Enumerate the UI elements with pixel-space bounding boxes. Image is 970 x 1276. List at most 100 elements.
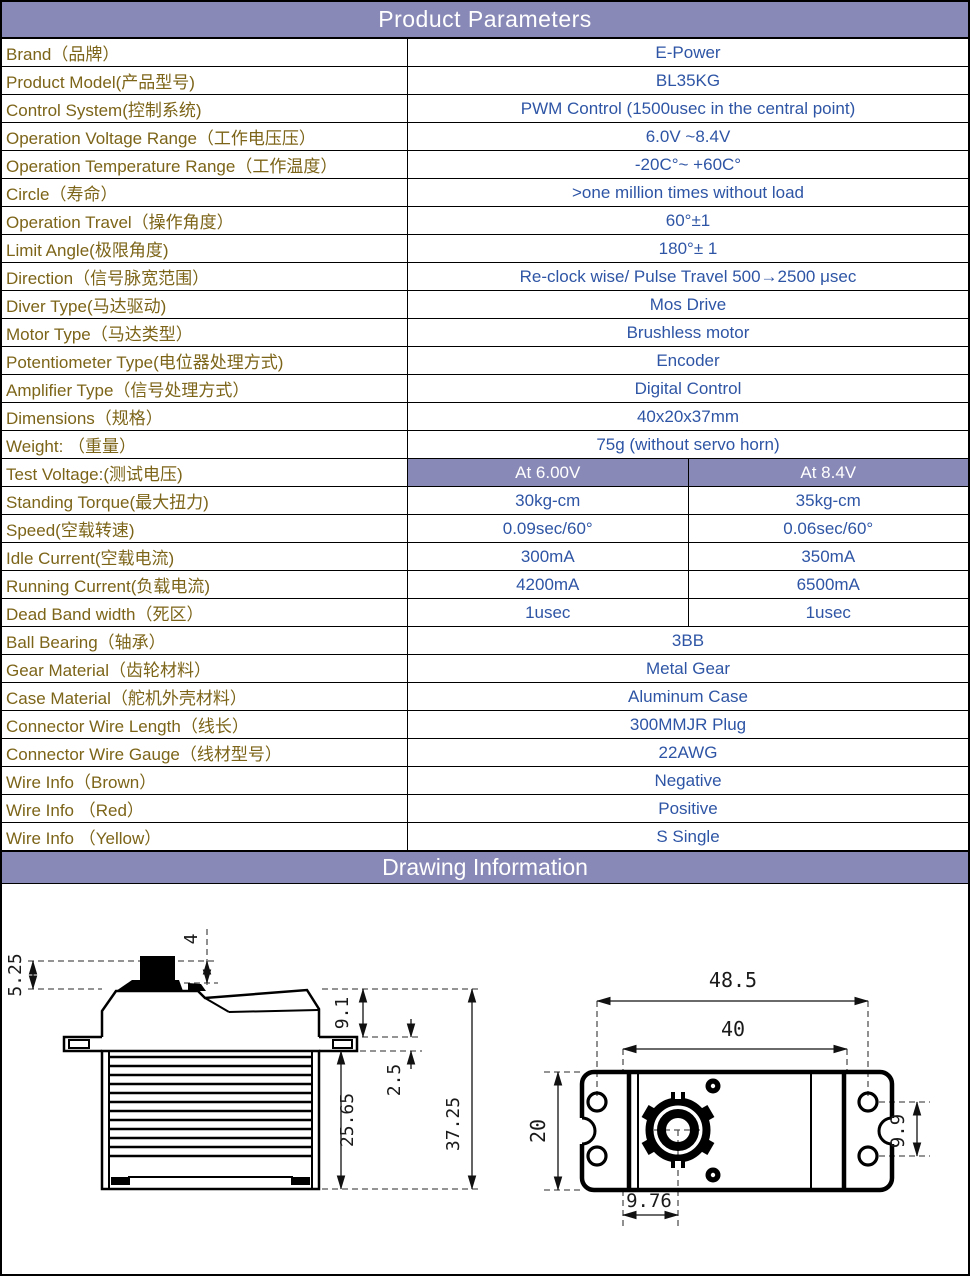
row-value: 30kg-cm: [515, 490, 581, 510]
row-label: Dead Band width（死区）: [2, 599, 408, 626]
test-voltage-column-header: At 8.4V: [687, 459, 968, 486]
table-row: Operation Travel（操作角度） 60°±1: [2, 207, 968, 235]
table-row: Dead Band width（死区） 1usec 1usec: [2, 599, 968, 627]
row-value: Metal Gear: [645, 658, 731, 678]
row-value: 40x20x37mm: [636, 406, 740, 426]
output-spline-gear: [641, 1092, 715, 1168]
row-label: Wire Info （Red）: [2, 795, 408, 822]
dim-body-length: 40: [721, 1017, 745, 1041]
row-label: Limit Angle(极限角度): [2, 235, 408, 262]
dim-shaft-height: 4: [181, 934, 202, 945]
row-label: Wire Info（Brown）: [2, 767, 408, 794]
dim-case-to-flange: 9.1: [332, 997, 353, 1030]
row-label: Ball Bearing（轴承）: [2, 627, 408, 654]
table-row: Speed(空载转速) 0.09sec/60° 0.06sec/60°: [2, 515, 968, 543]
row-value: -20C°~ +60C°: [634, 154, 742, 174]
row-label: Circle（寿命）: [2, 179, 408, 206]
row-label: Gear Material（齿轮材料）: [2, 655, 408, 682]
row-label: Idle Current(空载电流): [2, 543, 408, 570]
table-row: Amplifier Type（信号处理方式） Digital Control: [2, 375, 968, 403]
servo-output-shaft: [140, 956, 175, 983]
table-row: Limit Angle(极限角度) 180°± 1: [2, 235, 968, 263]
row-value: 3BB: [671, 630, 705, 650]
row-value: 350mA: [687, 543, 969, 570]
table-row: Product Model(产品型号) BL35KG: [2, 67, 968, 95]
drawing-area: 5.25 4 9.1 2.5 25.65 37.25: [2, 884, 968, 1274]
page-title: Product Parameters: [378, 6, 592, 32]
heat-sink-fins: [109, 1055, 312, 1158]
dim-hole-spacing: 9.9: [887, 1114, 909, 1148]
table-row: Motor Type（马达类型） Brushless motor: [2, 319, 968, 347]
table-row: Running Current(负载电流) 4200mA 6500mA: [2, 571, 968, 599]
spec-table: Brand（品牌） E-Power Product Model(产品型号) BL35K…: [2, 39, 968, 851]
table-row: Idle Current(空载电流) 300mA 350mA: [2, 543, 968, 571]
row-value: Re-clock wise/ Pulse Travel 500→2500 μse…: [519, 266, 857, 286]
row-value: PWM Control (1500usec in the central poi…: [520, 98, 856, 118]
row-value: >one million times without load: [572, 182, 804, 202]
row-value: 300mA: [520, 546, 575, 566]
dim-body-width: 20: [526, 1119, 550, 1143]
top-view-drawing: 48.5 40 20 9.9 9.76: [526, 968, 930, 1228]
mounting-hole: [857, 1145, 879, 1167]
dim-flange-thickness: 2.5: [384, 1064, 405, 1097]
row-value: 4200mA: [516, 574, 580, 594]
row-label: Case Material（舵机外壳材料）: [2, 683, 408, 710]
table-row: Wire Info（Brown） Negative: [2, 767, 968, 795]
mounting-hole: [857, 1091, 879, 1113]
table-row: Brand（品牌） E-Power: [2, 39, 968, 67]
table-row: Connector Wire Length（线长） 300MMJR Plug: [2, 711, 968, 739]
row-value: 6.0V ~8.4V: [645, 126, 731, 146]
row-label: Operation Temperature Range（工作温度）: [2, 151, 408, 178]
row-value: 60°±1: [665, 210, 711, 230]
table-row: Ball Bearing（轴承） 3BB: [2, 627, 968, 655]
row-label: Test Voltage:(测试电压): [2, 459, 408, 486]
side-view-drawing: 5.25 4 9.1 2.5 25.65 37.25: [5, 929, 482, 1191]
row-value: 35kg-cm: [687, 487, 969, 514]
row-value: 75g (without servo horn): [596, 434, 780, 454]
row-label: Motor Type（马达类型）: [2, 319, 408, 346]
row-value: 1usec: [687, 599, 969, 626]
row-label: Running Current(负载电流): [2, 571, 408, 598]
row-value: 0.09sec/60°: [502, 518, 593, 538]
table-row: Standing Torque(最大扭力) 30kg-cm 35kg-cm: [2, 487, 968, 515]
row-label: Diver Type(马达驱动): [2, 291, 408, 318]
table-row: Potentiometer Type(电位器处理方式) Encoder: [2, 347, 968, 375]
row-value: 1usec: [525, 602, 571, 622]
row-label: Wire Info （Yellow）: [2, 823, 408, 850]
table-row: Dimensions（规格） 40x20x37mm: [2, 403, 968, 431]
technical-drawing: 5.25 4 9.1 2.5 25.65 37.25: [5, 929, 930, 1228]
test-voltage-column-header: At 6.00V: [408, 459, 688, 486]
dim-overall-length: 48.5: [709, 968, 757, 992]
row-value: Brushless motor: [626, 322, 750, 342]
table-row: Test Voltage:(测试电压) At 6.00V At 8.4V: [2, 459, 968, 487]
drawing-title: Drawing Information: [382, 854, 588, 880]
row-label: Connector Wire Length（线长）: [2, 711, 408, 738]
row-value: Aluminum Case: [628, 686, 748, 706]
row-label: Direction（信号脉宽范围）: [2, 263, 408, 290]
table-row: Weight: （重量） 75g (without servo horn): [2, 431, 968, 459]
row-label: Dimensions（规格）: [2, 403, 408, 430]
row-value: Mos Drive: [649, 294, 727, 314]
row-value: 0.06sec/60°: [687, 515, 969, 542]
table-row: Control System(控制系统) PWM Control (1500use…: [2, 95, 968, 123]
dim-total-height: 37.25: [443, 1097, 464, 1151]
row-value: 180°± 1: [658, 238, 718, 258]
dim-shaft-offset: 9.76: [626, 1190, 672, 1212]
drawing-information-header: Drawing Information: [2, 851, 968, 884]
table-row: Circle（寿命） >one million times without loa…: [2, 179, 968, 207]
table-row: Wire Info （Yellow） S Single: [2, 823, 968, 851]
screw-hole: [705, 1078, 721, 1094]
table-row: Connector Wire Gauge（线材型号） 22AWG: [2, 739, 968, 767]
row-label: Potentiometer Type(电位器处理方式): [2, 347, 408, 374]
row-label: Control System(控制系统): [2, 95, 408, 122]
row-label: Operation Travel（操作角度）: [2, 207, 408, 234]
table-row: Direction（信号脉宽范围） Re-clock wise/ Pulse Tr…: [2, 263, 968, 291]
screw-hole: [705, 1167, 721, 1183]
table-row: Gear Material（齿轮材料） Metal Gear: [2, 655, 968, 683]
row-value: 22AWG: [658, 742, 718, 762]
row-value: BL35KG: [655, 70, 721, 90]
row-label: Operation Voltage Range（工作电压压）: [2, 123, 408, 150]
row-value: Digital Control: [634, 378, 742, 398]
row-value: Negative: [654, 770, 722, 790]
